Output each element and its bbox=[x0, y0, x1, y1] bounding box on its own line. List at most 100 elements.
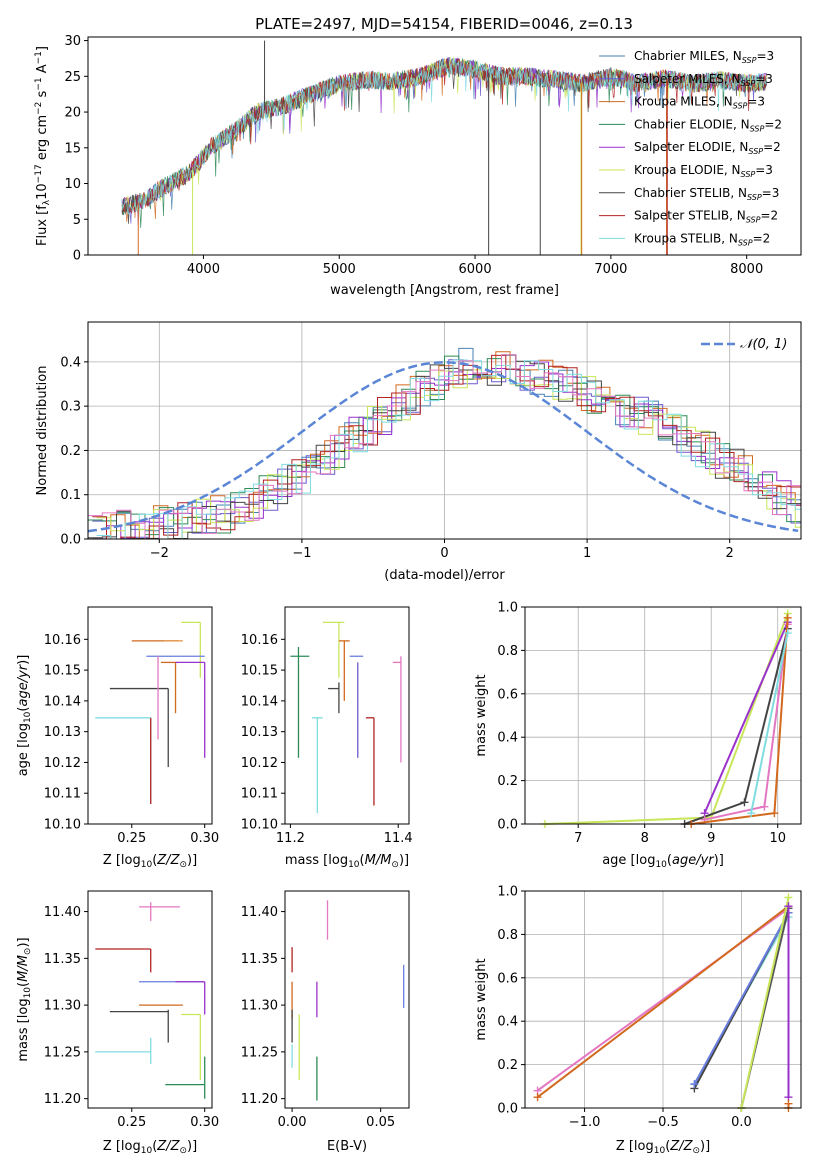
age-z-errorbar bbox=[175, 661, 206, 758]
legend-entry: Kroupa ELODIE, NSSP=3 bbox=[634, 163, 773, 179]
plus-marker bbox=[740, 798, 749, 807]
x-tick-label: 0.25 bbox=[117, 1115, 146, 1130]
age-mass-errorbar bbox=[365, 717, 375, 806]
age-z-errorbar bbox=[109, 687, 169, 768]
x-tick-label: 10 bbox=[769, 831, 786, 846]
y-tick-label: 11.40 bbox=[44, 905, 81, 920]
age-mass-errorbar bbox=[392, 656, 402, 763]
mw-age-xlabel: age [log10​(age/yr)] bbox=[602, 853, 724, 870]
mass-z-xlabel: Z [log10​(Z/Z⊙​)] bbox=[103, 1139, 197, 1156]
x-tick-label: 1 bbox=[583, 546, 591, 561]
mass-z-points bbox=[95, 902, 206, 1099]
legend-entry: Chabrier MILES, NSSP=3 bbox=[634, 49, 774, 65]
age-mass-xlabel: mass [log10​(M/M⊙​)] bbox=[285, 853, 409, 870]
y-tick-label: 0.0 bbox=[60, 533, 81, 548]
x-tick-label: 8 bbox=[641, 831, 649, 846]
x-tick-label: 11.4 bbox=[384, 831, 413, 846]
x-tick-label: 0.30 bbox=[190, 1115, 219, 1130]
y-tick-label: 11.30 bbox=[241, 999, 278, 1014]
y-tick-label: 0.8 bbox=[497, 928, 518, 943]
hist-series-9 bbox=[88, 354, 801, 539]
x-tick-label: 8000 bbox=[730, 262, 763, 277]
age-mass-points bbox=[290, 621, 402, 814]
x-tick-label: 2 bbox=[726, 546, 734, 561]
x-tick-label: 0.30 bbox=[190, 831, 219, 846]
spectrum-title: PLATE=2497, MJD=54154, FIBERID=0046, z=0… bbox=[255, 15, 633, 33]
x-tick-label: 11.2 bbox=[276, 831, 305, 846]
y-tick-label: 0.3 bbox=[60, 400, 81, 415]
age-mass-ticks: 11.2 11.4 10.10 10.11 10.12 10.13 10.14 10.15 10… bbox=[241, 633, 413, 846]
y-tick-label: 11.35 bbox=[241, 952, 278, 967]
spectrum-xlabel: wavelength [Angstrom, rest frame] bbox=[330, 283, 559, 298]
x-tick-label: 9 bbox=[707, 831, 715, 846]
spectrum-frame bbox=[87, 36, 802, 256]
spectrum-ticks: 4000 5000 6000 7000 8000 0 5 10 15 20 25 30 bbox=[64, 34, 763, 277]
age-mass-frame bbox=[284, 606, 410, 825]
y-tick-label: 15 bbox=[64, 141, 81, 156]
hist-series-5 bbox=[96, 369, 801, 533]
age-mass-errorbar bbox=[338, 640, 350, 701]
y-tick-label: 10.11 bbox=[44, 787, 81, 802]
spectrum-legend: Chabrier MILES, NSSP=3 Salpeter MILES, NS… bbox=[599, 49, 782, 247]
mass-z-errorbar bbox=[109, 1009, 169, 1043]
plus-marker bbox=[783, 629, 792, 638]
mass-z-ylabel: mass [log10​(M/M⊙​)] bbox=[16, 937, 33, 1061]
age-mass-errorbar bbox=[290, 647, 310, 758]
plus-marker bbox=[784, 893, 793, 902]
age-z-ticks: 0.25 0.30 10.10 10.11 10.12 10.13 10.14 10.15 10… bbox=[44, 633, 219, 846]
y-tick-label: 25 bbox=[64, 70, 81, 85]
y-tick-label: 1.0 bbox=[497, 601, 518, 616]
plus-marker bbox=[784, 1099, 793, 1108]
spectrum-series-8 bbox=[121, 58, 767, 215]
plus-marker bbox=[770, 809, 779, 818]
age-z-errorbar bbox=[95, 717, 152, 804]
x-tick-label: 0 bbox=[440, 546, 448, 561]
mass-z-ticks: 0.25 0.30 11.20 11.25 11.30 11.35 11.40 bbox=[44, 905, 219, 1130]
y-tick-label: 10.13 bbox=[44, 725, 81, 740]
mw-z-lines bbox=[533, 893, 793, 1112]
age-mass-errorbar bbox=[328, 682, 340, 714]
gaussian-curve bbox=[88, 361, 799, 533]
y-tick-label: 20 bbox=[64, 106, 81, 121]
x-tick-label: 4000 bbox=[187, 262, 220, 277]
legend-entry: Chabrier ELODIE, NSSP=2 bbox=[634, 117, 782, 133]
spectrum-lines bbox=[121, 40, 767, 255]
y-tick-label: 11.30 bbox=[44, 999, 81, 1014]
y-tick-label: 0.6 bbox=[497, 687, 518, 702]
y-tick-label: 11.40 bbox=[241, 905, 278, 920]
age-mass-errorbar bbox=[311, 717, 323, 814]
y-tick-label: 0.4 bbox=[497, 731, 518, 746]
mass-z-errorbar bbox=[165, 1056, 206, 1099]
legend-entry: Salpeter STELIB, NSSP=2 bbox=[634, 209, 778, 225]
hist-series-7 bbox=[92, 354, 801, 539]
y-tick-label: 10.14 bbox=[44, 694, 81, 709]
age-z-frame bbox=[87, 606, 213, 825]
x-tick-label: −1.0 bbox=[569, 1115, 601, 1130]
mass-ebv-points bbox=[291, 900, 405, 1101]
x-tick-label: 0.00 bbox=[278, 1115, 307, 1130]
y-tick-label: 10.11 bbox=[241, 787, 278, 802]
y-tick-label: 0.4 bbox=[60, 355, 81, 370]
mass-ebv-frame bbox=[284, 890, 410, 1109]
hist-series-6 bbox=[88, 354, 801, 539]
mw-z-frame bbox=[524, 890, 802, 1109]
mw-z-ylabel: mass weight bbox=[474, 958, 489, 1040]
mw-age-lines bbox=[540, 609, 792, 828]
y-tick-label: 0.2 bbox=[497, 774, 518, 789]
y-tick-label: 0.2 bbox=[497, 1058, 518, 1073]
y-tick-label: 11.20 bbox=[44, 1092, 81, 1107]
mass-ebv-ticks: 0.00 0.05 11.20 11.25 11.30 11.35 11.40 bbox=[241, 905, 395, 1130]
hist-ylabel: Normed distribution bbox=[35, 366, 50, 496]
y-tick-label: 11.25 bbox=[241, 1045, 278, 1060]
plus-marker bbox=[784, 902, 793, 911]
y-tick-label: 11.35 bbox=[44, 952, 81, 967]
x-tick-label: −1 bbox=[292, 546, 311, 561]
spectrum-ylabel: Flux [fλ​10−17​ erg cm−2​ s−1​ A−1​] bbox=[34, 46, 52, 246]
x-tick-label: 5000 bbox=[323, 262, 356, 277]
y-tick-label: 5 bbox=[73, 213, 81, 228]
plus-marker bbox=[783, 613, 792, 622]
y-tick-label: 0.0 bbox=[497, 818, 518, 833]
y-tick-label: 0.0 bbox=[497, 1102, 518, 1117]
x-tick-label: 0.25 bbox=[117, 831, 146, 846]
y-tick-label: 10.15 bbox=[241, 664, 278, 679]
